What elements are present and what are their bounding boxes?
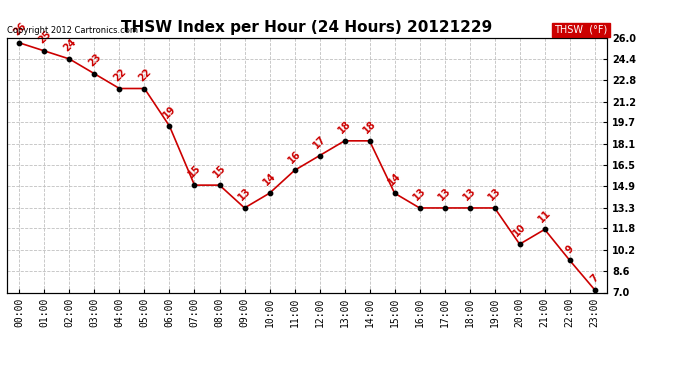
Title: THSW Index per Hour (24 Hours) 20121229: THSW Index per Hour (24 Hours) 20121229 xyxy=(121,20,493,35)
Point xyxy=(489,205,500,211)
Text: 24: 24 xyxy=(61,37,78,54)
Text: 17: 17 xyxy=(311,134,328,150)
Text: 14: 14 xyxy=(262,171,278,188)
Point xyxy=(264,190,275,196)
Point xyxy=(39,48,50,54)
Point xyxy=(389,190,400,196)
Point xyxy=(214,182,225,188)
Text: 19: 19 xyxy=(161,104,178,121)
Point xyxy=(314,153,325,159)
Text: 18: 18 xyxy=(336,119,353,135)
Point xyxy=(289,167,300,173)
Text: 22: 22 xyxy=(136,66,152,83)
Text: 15: 15 xyxy=(186,163,203,180)
Text: 16: 16 xyxy=(286,148,303,165)
Text: 13: 13 xyxy=(411,186,428,202)
Point xyxy=(439,205,450,211)
Point xyxy=(139,86,150,92)
Text: Copyright 2012 Cartronics.com: Copyright 2012 Cartronics.com xyxy=(7,26,138,35)
Point xyxy=(414,205,425,211)
Point xyxy=(364,138,375,144)
Point xyxy=(464,205,475,211)
Point xyxy=(89,71,100,77)
Point xyxy=(164,123,175,129)
Text: 18: 18 xyxy=(362,119,378,135)
Point xyxy=(114,86,125,92)
Point xyxy=(189,182,200,188)
Point xyxy=(514,241,525,247)
Text: 15: 15 xyxy=(211,163,228,180)
Text: 11: 11 xyxy=(536,207,553,224)
Text: 13: 13 xyxy=(436,186,453,202)
Text: 13: 13 xyxy=(236,186,253,202)
Point xyxy=(539,226,550,232)
Text: 22: 22 xyxy=(111,66,128,83)
Text: 9: 9 xyxy=(564,243,575,255)
Point xyxy=(564,257,575,263)
Text: 13: 13 xyxy=(462,186,478,202)
Point xyxy=(339,138,350,144)
Point xyxy=(64,56,75,62)
Text: 13: 13 xyxy=(486,186,503,202)
Point xyxy=(589,287,600,293)
Point xyxy=(239,205,250,211)
Point xyxy=(14,40,25,46)
Text: 10: 10 xyxy=(511,222,528,239)
Text: 23: 23 xyxy=(86,52,103,68)
Text: THSW  (°F): THSW (°F) xyxy=(554,25,607,35)
Text: 7: 7 xyxy=(589,273,600,285)
Text: 14: 14 xyxy=(386,171,403,188)
Text: 26: 26 xyxy=(11,21,28,38)
Text: 25: 25 xyxy=(36,29,52,45)
